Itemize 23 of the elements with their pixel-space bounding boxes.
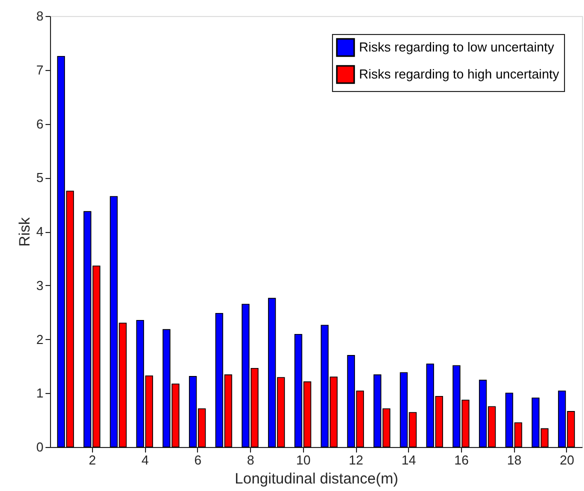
y-tick-label: 2 [36, 332, 44, 347]
legend-label: Risks regarding to low uncertainty [359, 40, 555, 54]
x-tick-label: 8 [246, 452, 254, 468]
y-tick-label: 4 [36, 224, 44, 239]
y-tick-label: 8 [36, 8, 44, 24]
y-tick-label: 1 [36, 386, 44, 401]
y-tick-label: 7 [36, 62, 44, 78]
x-tick-label: 10 [296, 452, 311, 468]
y-tick-label: 6 [36, 116, 44, 132]
x-tick-label: 14 [402, 452, 416, 468]
x-tick-label: 2 [88, 452, 96, 468]
x-tick-label: 16 [454, 452, 469, 468]
y-tick-label: 5 [36, 170, 44, 186]
y-tick-label: 3 [36, 278, 44, 293]
x-tick-label: 6 [194, 452, 202, 468]
x-tick-label: 12 [348, 452, 364, 468]
x-tick-label: 18 [506, 452, 522, 468]
y-tick-label: 0 [36, 440, 44, 454]
x-tick-label: 4 [142, 452, 149, 468]
x-tick-label: 20 [560, 452, 574, 468]
x-axis-title: Longitudinal distance(m) [234, 470, 398, 488]
legend-label: Risks regarding to high uncertainty [359, 66, 560, 82]
y-axis-title: Risk [16, 216, 34, 247]
